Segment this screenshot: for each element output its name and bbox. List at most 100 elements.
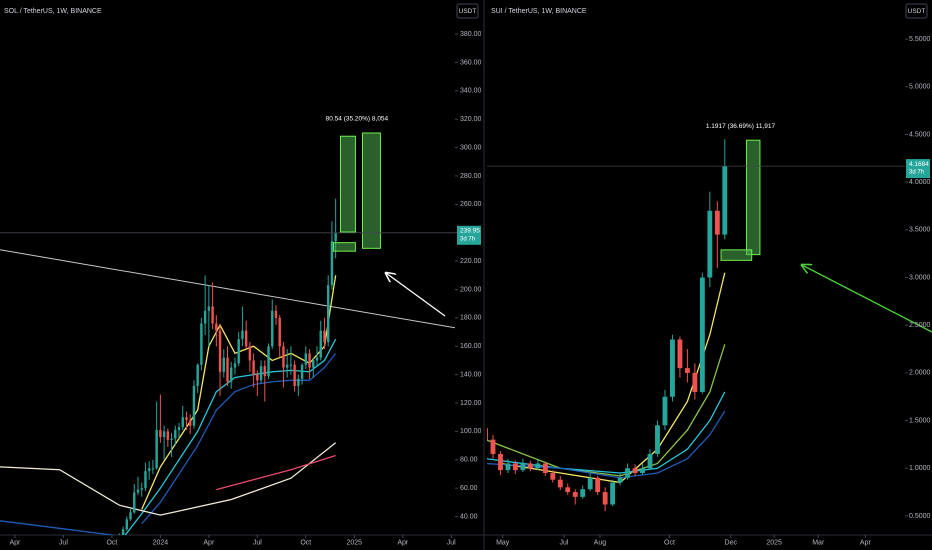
candle-body	[285, 364, 289, 368]
trendline	[0, 249, 455, 329]
candle-body	[323, 330, 326, 343]
candle-body	[174, 429, 177, 439]
y-tick-label: 3.0000	[909, 274, 931, 281]
candle-body	[587, 477, 593, 490]
y-tick-label: 260.00	[460, 201, 482, 208]
x-tick-label: Dec	[725, 539, 738, 546]
candle-body	[557, 479, 563, 488]
y-tick-label: 60.00	[460, 485, 478, 492]
x-tick-label: Jul	[447, 539, 456, 546]
candle-body	[267, 346, 270, 377]
y-tick-label: 80.00	[460, 457, 478, 464]
measure-box	[745, 139, 761, 256]
candle-body	[319, 330, 322, 358]
candle-body	[670, 339, 675, 397]
y-tick-label: 220.00	[460, 258, 482, 265]
candle-body	[565, 487, 571, 493]
y-tick-label: 200.00	[460, 286, 482, 293]
measure-box	[362, 132, 381, 249]
candle-body	[580, 489, 586, 497]
currency-label: USDT	[459, 8, 477, 15]
candle-body	[282, 346, 285, 368]
candle-body	[274, 310, 278, 318]
candle-body	[617, 477, 623, 483]
candle-body	[226, 357, 229, 382]
y-tick-label: 340.00	[460, 88, 482, 95]
candle-body	[602, 492, 608, 505]
symbol-title: SUI / TetherUS, 1W, BINANCE	[491, 8, 587, 15]
x-tick-label: Oct	[106, 539, 117, 546]
candle-body	[312, 360, 315, 368]
measure-box	[340, 135, 356, 233]
candle-body	[278, 317, 281, 347]
candle-body	[125, 519, 129, 530]
y-tick-label: 2.0000	[909, 370, 931, 377]
last-price: 4.1684	[909, 161, 929, 168]
candle-body	[315, 357, 319, 361]
x-tick-label: Jul	[59, 539, 68, 546]
candle-body	[692, 372, 698, 392]
plot-area	[487, 139, 761, 512]
y-tick-label: 300.00	[460, 144, 482, 151]
candle-body	[512, 463, 518, 471]
candle-body	[203, 310, 207, 324]
y-tick-label: 2.5000	[909, 322, 931, 329]
y-tick-label: 120.00	[460, 400, 482, 407]
y-tick-label: 40.00	[460, 513, 478, 520]
candle-body	[185, 417, 188, 421]
y-tick-label: 380.00	[460, 31, 482, 38]
y-tick-label: 4.0000	[909, 179, 931, 186]
candle-body	[572, 492, 578, 497]
candle-body	[136, 489, 140, 493]
candle-body	[215, 323, 218, 331]
x-tick-label: 2025	[347, 539, 363, 546]
y-tick-label: 100.00	[460, 428, 482, 435]
candle-body	[129, 512, 132, 520]
candle-body	[140, 488, 143, 490]
x-tick-label: Jul	[253, 539, 262, 546]
currency-badge	[905, 3, 928, 19]
candle-body	[684, 368, 690, 373]
y-tick-label: 140.00	[460, 371, 482, 378]
candle-body	[147, 468, 151, 472]
candle-body	[505, 463, 511, 471]
candle-body	[181, 417, 184, 428]
candle-body	[490, 439, 496, 454]
arrow	[386, 273, 446, 317]
candle-body	[293, 364, 296, 386]
candle-body	[211, 306, 214, 324]
x-tick-label: Apr	[860, 539, 872, 546]
candle-body	[304, 353, 308, 365]
x-tick-label: Aug	[594, 539, 607, 546]
candle-body	[200, 323, 203, 365]
candle-body	[334, 232, 337, 242]
candle-body	[121, 529, 125, 535]
candle-body	[133, 492, 136, 513]
candle-body	[707, 210, 713, 278]
candle-body	[610, 482, 616, 505]
last-price: 239.95	[460, 228, 480, 235]
candle-body	[248, 346, 252, 361]
arrow	[802, 265, 932, 333]
x-tick-label: 2025	[766, 539, 782, 546]
y-tick-label: 280.00	[460, 173, 482, 180]
candle-body	[155, 429, 158, 469]
candle-body	[550, 473, 556, 480]
candle-body	[237, 339, 240, 364]
candle-body	[647, 453, 653, 469]
price-badge	[457, 225, 481, 245]
candle-body	[527, 463, 533, 469]
candle-body	[542, 463, 548, 474]
candle-body	[330, 241, 334, 286]
moving-average	[141, 352, 337, 525]
bar-countdown: 3d 7h	[909, 170, 924, 176]
candle-body	[222, 357, 225, 372]
candle-body	[625, 468, 631, 478]
candle-body	[162, 431, 166, 438]
y-tick-label: 3.5000	[909, 227, 931, 234]
candle-body	[714, 210, 720, 235]
candle-body	[722, 166, 728, 235]
candle-body	[207, 306, 211, 311]
